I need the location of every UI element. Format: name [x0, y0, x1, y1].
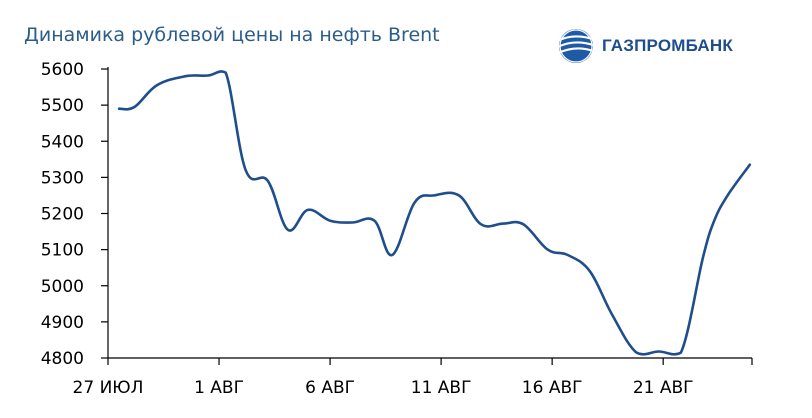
y-axis-ticks: 4800 4900 5000 5100 5200 5300 5400 5500 5600 — [41, 60, 108, 369]
series-line — [117, 70, 752, 356]
y-tick-label: 5100 — [41, 241, 84, 261]
y-tick-label: 5300 — [41, 168, 84, 188]
x-tick-label: 6 АВГ — [305, 378, 355, 398]
brand-logo: ГАЗПРОМБАНК — [558, 28, 733, 64]
gazprombank-logo-icon — [559, 29, 593, 63]
brand-name: ГАЗПРОМБАНК — [602, 36, 733, 55]
y-tick-label: 5400 — [41, 132, 84, 152]
chart-axes — [107, 67, 752, 359]
y-tick-label: 5500 — [41, 96, 84, 116]
y-tick-label: 5200 — [41, 205, 84, 225]
y-tick-label: 4800 — [41, 349, 84, 369]
x-tick-label: 1 АВГ — [194, 378, 244, 398]
y-tick-label: 4900 — [41, 313, 84, 333]
y-tick-label: 5600 — [41, 60, 84, 80]
x-tick-label: 27 ИЮЛ — [73, 378, 144, 398]
y-tick-label: 5000 — [41, 277, 84, 297]
x-tick-label: 11 АВГ — [411, 378, 472, 398]
x-tick-label: 16 АВГ — [522, 378, 583, 398]
chart-title: Динамика рублевой цены на нефть Brent — [24, 24, 440, 46]
x-tick-label: 21 АВГ — [633, 378, 694, 398]
x-axis-ticks: 27 ИЮЛ 1 АВГ 6 АВГ 11 АВГ 16 АВГ 21 АВГ — [73, 358, 753, 398]
